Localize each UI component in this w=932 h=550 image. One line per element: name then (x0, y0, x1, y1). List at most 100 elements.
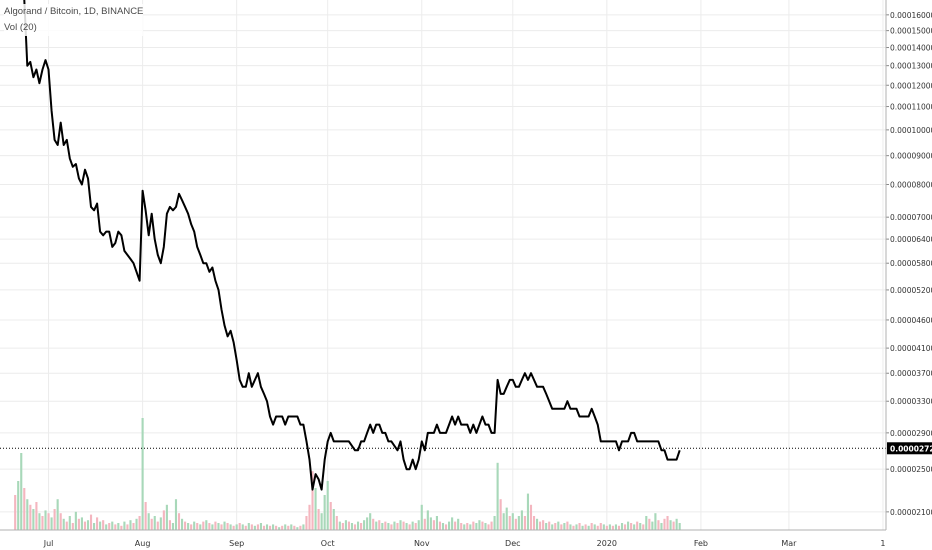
volume-bar (74, 511, 77, 530)
volume-bar (265, 524, 269, 530)
volume-bar (657, 520, 660, 530)
volume-bar (293, 525, 296, 530)
volume-bar (138, 516, 141, 530)
volume-bar (514, 518, 517, 530)
volume-bar (463, 524, 466, 530)
volume-bar (535, 518, 539, 530)
y-axis[interactable]: 0.00016000 0.00015000 0.00014000 0.00013000… (885, 0, 932, 530)
volume-bar (187, 523, 190, 530)
volume-bar (217, 523, 220, 530)
volume-bar (484, 523, 487, 530)
volume-bar (83, 521, 87, 530)
volume-bar (281, 525, 284, 530)
volume-bar (526, 493, 530, 530)
volume-bar (202, 521, 205, 530)
volume-bar (105, 524, 108, 530)
x-axis[interactable]: Jul Aug Sep Oct Nov Dec 2020 Feb Mar 1 (0, 529, 886, 548)
volume-bar (68, 516, 71, 530)
volume-bar (651, 521, 654, 530)
volume-bar (372, 518, 375, 530)
symbol-label[interactable]: Algorand / Bitcoin, 1D, BINANCE (4, 6, 144, 17)
volume-bar (599, 523, 602, 530)
volume-bar (511, 513, 514, 530)
volume-bar (196, 523, 199, 530)
y-tick-label: 0.00014000 (890, 44, 932, 53)
volume-bar (572, 525, 575, 530)
volume-bar (177, 513, 181, 530)
volume-bar (253, 525, 256, 530)
volume-bar (551, 524, 554, 530)
volume-bar (338, 521, 341, 530)
volume-bar (548, 521, 551, 530)
volume-bar (62, 518, 65, 530)
volume-bar (44, 510, 47, 530)
volume-bar (205, 520, 208, 530)
volume-bar (617, 525, 621, 530)
volume-bar (539, 521, 542, 530)
volume-bar (457, 518, 460, 530)
volume-bar (92, 523, 96, 530)
volume-bar (614, 524, 618, 530)
volume-bar (399, 520, 402, 530)
x-tick-label: Dec (505, 539, 520, 548)
y-tick-label: 0.00012000 (890, 81, 932, 90)
y-tick-label: 0.00016000 (890, 11, 932, 20)
price-series (23, 0, 681, 491)
volume-bar (120, 525, 123, 530)
volume-bar (347, 521, 351, 530)
volume-bar (53, 509, 56, 530)
volume-bar (557, 521, 560, 530)
last-price-badge (887, 442, 932, 455)
y-tick-label: 0.00004100 (890, 344, 932, 353)
volume-bar (184, 521, 187, 530)
volume-bar (193, 521, 196, 530)
volume-bar (432, 520, 435, 530)
volume-bar (487, 524, 490, 530)
price-line (23, 0, 681, 491)
volume-bar (502, 513, 505, 530)
volume-bar (408, 524, 411, 530)
volume-bar (532, 516, 536, 530)
volume-bar (153, 516, 156, 530)
volume-bar (460, 523, 463, 530)
volume-bar (429, 517, 432, 530)
volume-label[interactable]: Vol (20) (4, 22, 37, 33)
volume-bar (174, 499, 178, 530)
volume-bar (290, 524, 293, 530)
volume-bar (566, 521, 569, 530)
volume-bar (642, 524, 645, 530)
volume-bar (435, 516, 438, 530)
chart-legend: Algorand / Bitcoin, 1D, BINANCE Vol (20) (4, 4, 144, 36)
volume-bar (320, 513, 323, 530)
volume-bar (250, 524, 253, 530)
volume-bar (645, 516, 648, 530)
volume-bar (311, 471, 314, 530)
volume-bar (493, 516, 496, 530)
volume-bar (190, 524, 193, 530)
volume-bar (59, 513, 62, 530)
volume-bar (102, 520, 105, 530)
x-tick-label: Nov (414, 539, 430, 548)
volume-bar (211, 524, 214, 530)
volume-bar (369, 513, 372, 530)
volume-bar (578, 523, 581, 530)
volume-bar (38, 513, 41, 530)
volume-bar (259, 523, 263, 530)
volume-bar (86, 520, 90, 530)
volume-bar (423, 518, 426, 530)
volume-bar (554, 523, 557, 530)
volume-bar (620, 523, 624, 530)
volume-bar (256, 524, 259, 530)
volume-bar (275, 525, 278, 530)
volume-bar (523, 516, 526, 530)
x-tick-label: Jul (43, 539, 54, 548)
volume-bar (663, 518, 666, 530)
volume-bar (80, 517, 83, 530)
volume-bar (602, 524, 605, 530)
volume-bar (499, 499, 502, 530)
y-tick-label: 0.00011000 (890, 103, 932, 112)
volume-bar (141, 418, 144, 530)
volume-bar (390, 524, 393, 530)
volume-bar (639, 523, 642, 530)
